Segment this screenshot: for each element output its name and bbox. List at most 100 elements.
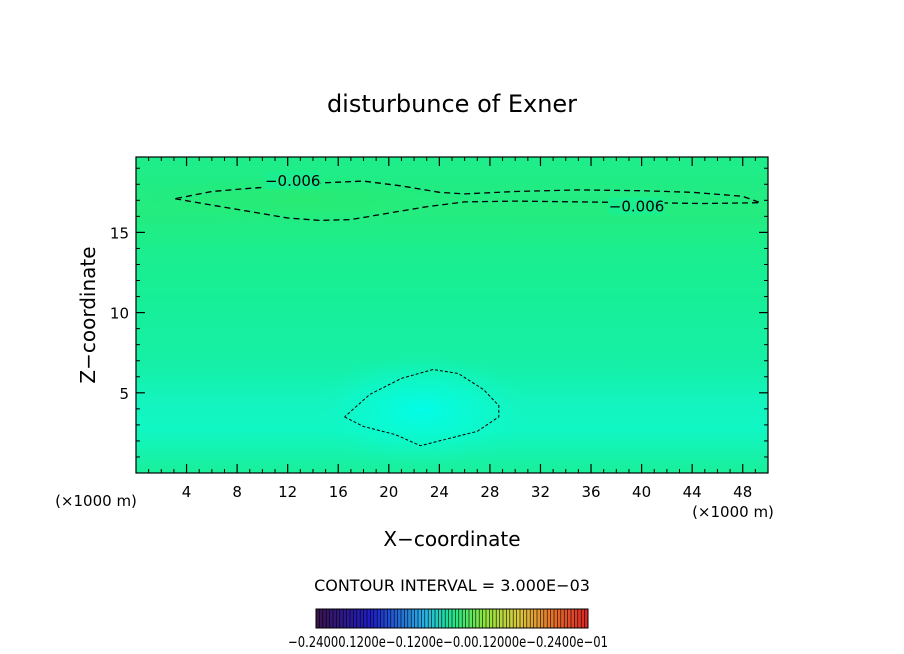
colorbar-cell	[574, 609, 579, 628]
colorbar-cell	[424, 609, 429, 628]
colorbar-cell	[353, 609, 358, 628]
colorbar-cell	[479, 609, 483, 628]
contour-interval-label: CONTOUR INTERVAL = 3.000E−03	[314, 576, 590, 595]
colorbar-cell	[441, 609, 446, 628]
colorbar-cell	[543, 609, 548, 628]
colorbar-cell	[356, 609, 361, 628]
colorbar-cell	[431, 609, 436, 628]
colorbar-cell	[407, 609, 412, 628]
colorbar-cell	[350, 609, 354, 628]
colorbar-cell	[390, 609, 395, 628]
colorbar-cell	[537, 609, 541, 628]
z-unit-label: (×1000 m)	[55, 492, 137, 510]
x-tick-label: 12	[278, 483, 297, 501]
y-tick-label: 10	[110, 305, 129, 323]
x-unit-label: (×1000 m)	[692, 503, 774, 521]
colorbar-cell	[370, 609, 375, 628]
colorbar-cell	[448, 609, 453, 628]
colorbar-cell	[435, 609, 439, 628]
colorbar-cell	[550, 609, 555, 628]
colorbar-cell	[455, 609, 460, 628]
colorbar-cell	[584, 609, 589, 628]
colorbar-cell	[472, 609, 477, 628]
colorbar-cell	[475, 609, 480, 628]
colorbar-cell	[509, 609, 514, 628]
contour-line	[175, 180, 762, 222]
chart-title: disturbunce of Exner	[327, 90, 577, 118]
colorbar-cell	[530, 609, 534, 628]
colorbar-cell	[445, 609, 449, 628]
colorbar-cell	[547, 609, 551, 628]
colorbar-cell	[540, 609, 545, 628]
y-axis: 5 10 15	[110, 167, 768, 458]
colorbar-cell	[418, 609, 422, 628]
colorbar-cell	[492, 609, 497, 628]
colorbar-cell	[394, 609, 398, 628]
colorbar-cell	[533, 609, 538, 628]
colorbar-cell	[316, 609, 320, 628]
colorbar-cell	[404, 609, 409, 628]
negative-anomaly-shading	[140, 176, 460, 220]
colorbar-cell	[401, 609, 405, 628]
colorbar-cell	[452, 609, 456, 628]
colorbar-cell	[489, 609, 494, 628]
positive-anomaly-shading	[312, 355, 532, 465]
colorbar-cell	[496, 609, 500, 628]
colorbar-cell	[557, 609, 562, 628]
y-tick-label: 5	[119, 385, 129, 403]
colorbar-cell	[367, 609, 371, 628]
colorbar-cell	[469, 609, 473, 628]
colorbar-cell	[414, 609, 419, 628]
colorbar-cell	[343, 609, 347, 628]
contour-label: −0.006	[609, 198, 665, 216]
y-tick-label: 15	[110, 224, 129, 242]
contour-label: −0.006	[265, 172, 321, 190]
x-tick-label: 8	[232, 483, 242, 501]
colorbar-cell	[421, 609, 426, 628]
contour-lines: −0.006 −0.006	[175, 171, 762, 447]
x-axis-title: X−coordinate	[383, 527, 520, 551]
colorbar-cell	[387, 609, 392, 628]
colorbar-cell	[520, 609, 524, 628]
x-tick-label: 24	[430, 483, 449, 501]
colorbar-cell	[373, 609, 378, 628]
colorbar-cell	[397, 609, 402, 628]
colorbar-tick-labels: −0.24000.1200e−0.1200e−0.00.12000e−0.240…	[288, 633, 608, 651]
colorbar-cell	[571, 609, 575, 628]
colorbar-cell	[322, 609, 327, 628]
contour-label-bg	[264, 171, 321, 190]
colorbar-cell	[428, 609, 432, 628]
colorbar-cell	[380, 609, 385, 628]
colorbar-cell	[326, 609, 330, 628]
colorbar-cell	[336, 609, 341, 628]
x-tick-label: 20	[379, 483, 398, 501]
x-axis: 4 8 12 16 20 24 28 32 36 40 44 48	[148, 157, 756, 501]
colorbar-cell	[503, 609, 507, 628]
colorbar-cell	[523, 609, 528, 628]
colorbar-cell	[581, 609, 585, 628]
colorbar-cell	[329, 609, 334, 628]
colorbar-cell	[319, 609, 324, 628]
colorbar-cell	[499, 609, 504, 628]
contour-label-bg	[608, 196, 665, 215]
contour-line	[344, 369, 500, 447]
colorbar-cell	[482, 609, 487, 628]
colorbar-cell	[564, 609, 568, 628]
colorbar-cell	[577, 609, 582, 628]
colorbar-cell	[339, 609, 344, 628]
x-tick-label: 4	[182, 483, 192, 501]
colorbar-cell	[554, 609, 558, 628]
colorbar-cell	[462, 609, 466, 628]
colorbar-frame	[315, 608, 589, 629]
colorbar-cell	[363, 609, 368, 628]
colorbar-cell	[486, 609, 490, 628]
colorbar-cell	[560, 609, 565, 628]
colorbar-cell	[458, 609, 463, 628]
colorbar-cell	[384, 609, 388, 628]
colorbar-cell	[360, 609, 364, 628]
colorbar-cell	[513, 609, 517, 628]
x-tick-label: 36	[581, 483, 600, 501]
x-tick-label: 40	[632, 483, 651, 501]
colorbar-cell	[465, 609, 470, 628]
